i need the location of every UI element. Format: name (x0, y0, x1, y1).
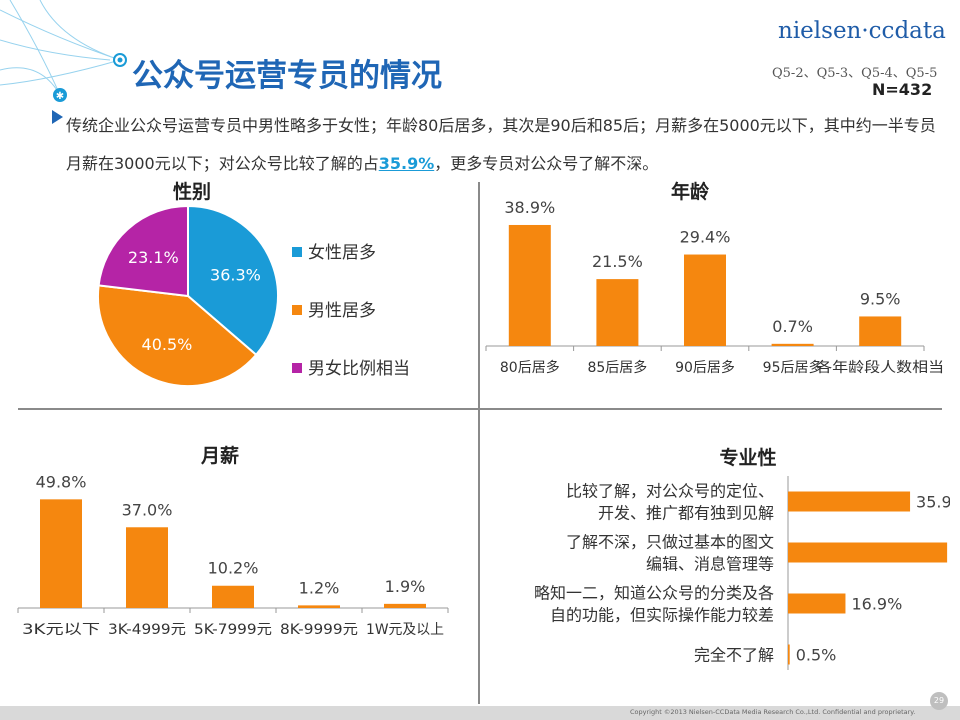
x-tick-label: 3K元以下 (22, 622, 100, 638)
bar (859, 316, 902, 346)
chart-title: 月薪 (200, 444, 239, 467)
quadrant-divider-vertical (478, 182, 480, 704)
bar-data-label: 21.5% (592, 252, 643, 271)
legend-label: 女性居多 (308, 243, 376, 263)
x-tick-label: 85后居多 (587, 359, 647, 376)
age-bar-chart: 年龄 38.9% 80后居多 21.5% 85后居多 29.4% 90后居多 0.7% 95后居… (485, 180, 944, 376)
bar-data-label: 9.5% (860, 289, 901, 308)
page-number: 29 (930, 692, 948, 710)
legend-swatch (292, 247, 302, 257)
chart-title: 专业性 (719, 446, 776, 469)
pie-data-label: 36.3% (210, 265, 261, 284)
page-title: 公众号运营专员的情况 (132, 58, 442, 94)
pie-data-label: 23.1% (128, 248, 179, 267)
x-tick-label: 5K-7999元 (194, 622, 272, 638)
bar (788, 593, 846, 614)
decorative-network-graphic: ✱ (0, 0, 127, 102)
y-category-label: 自的功能，但实际操作能力较差 (550, 606, 774, 625)
bar-data-label: 1.2% (299, 578, 340, 597)
bar (788, 644, 790, 665)
bar-data-label: 0.7% (772, 317, 813, 336)
summary-text: 传统企业公众号运营专员中男性略多于女性；年龄80后居多，其次是90后和85后；月… (66, 107, 936, 183)
salary-bar-chart: 月薪 49.8% 3K元以下 37.0% 3K-4999元 10.2% 5K-7999元 1.… (17, 444, 449, 638)
expertise-bar-chart: 专业性35.9%比较了解，对公众号的定位、开发、推广都有独到见解46.8%了解不… (534, 446, 950, 670)
sample-size: N=432 (872, 80, 933, 99)
snowflake-icon (53, 88, 67, 102)
legend-swatch (292, 305, 302, 315)
bar (126, 527, 168, 608)
summary-part-1: 传统企业公众号运营专员中男性略多于女性；年龄80后居多，其次是90后和85后；月… (66, 116, 936, 173)
bar (298, 605, 340, 608)
bar-data-label: 16.9% (851, 595, 902, 614)
pie-data-label: 40.5% (142, 335, 193, 354)
bar-data-label: 1.9% (385, 577, 426, 596)
y-category-label: 完全不了解 (694, 646, 774, 665)
bar-data-label: 29.4% (680, 228, 731, 247)
x-tick-label: 3K-4999元 (108, 622, 186, 638)
summary-highlight: 35.9% (378, 154, 435, 173)
y-category-label: 编辑、消息管理等 (646, 555, 774, 574)
footer-bar (0, 706, 960, 720)
x-tick-label: 1W元及以上 (366, 622, 444, 638)
bar (788, 491, 911, 512)
y-category-label: 略知一二，知道公众号的分类及各 (534, 584, 774, 603)
legend-swatch (292, 363, 302, 373)
question-codes: Q5-2、Q5-3、Q5-4、Q5-5 (772, 66, 938, 81)
bar (384, 603, 426, 608)
summary-part-2: ，更多专员对公众号了解不深。 (434, 154, 659, 173)
bar (596, 279, 639, 346)
legend-label: 男性居多 (308, 301, 376, 321)
pie-slice (97, 284, 258, 387)
x-tick-label: 80后居多 (500, 359, 560, 376)
bar-data-label: 35.9% (916, 493, 950, 512)
bar-data-label: 10.2% (208, 559, 259, 578)
x-tick-label: 95后居多 (763, 359, 823, 376)
bar-data-label: 0.5% (796, 646, 837, 665)
quadrant-divider-horizontal (18, 408, 942, 410)
nielsen-ccdata-logo: nielsen·ccdata (778, 18, 946, 44)
x-tick-label: 90后居多 (675, 359, 735, 376)
bullet-arrow-icon (52, 110, 63, 124)
x-tick-label: 8K-9999元 (280, 622, 358, 638)
bar (40, 499, 82, 608)
y-category-label: 开发、推广都有独到见解 (598, 504, 774, 523)
bar-data-label: 37.0% (122, 500, 173, 519)
legend-label: 男女比例相当 (308, 359, 410, 379)
pie-slice (187, 204, 279, 357)
chart-title: 年龄 (671, 180, 710, 203)
bar (508, 224, 551, 346)
pie-slice (97, 204, 189, 298)
y-category-label: 比较了解，对公众号的定位、 (566, 482, 774, 501)
bar (771, 343, 814, 346)
bar-data-label: 38.9% (504, 198, 555, 217)
chart-title: 性别 (173, 180, 211, 203)
y-category-label: 了解不深，只做过基本的图文 (566, 533, 774, 552)
bar (212, 585, 254, 608)
copyright-text: Copyright ©2013 Nielsen-CCData Media Res… (630, 708, 916, 716)
bar (788, 542, 948, 563)
svg-text:✱: ✱ (56, 91, 64, 102)
bar (684, 254, 726, 346)
bar-data-label: 49.8% (36, 472, 87, 491)
x-tick-label: 各年龄段人数相当 (816, 360, 944, 376)
